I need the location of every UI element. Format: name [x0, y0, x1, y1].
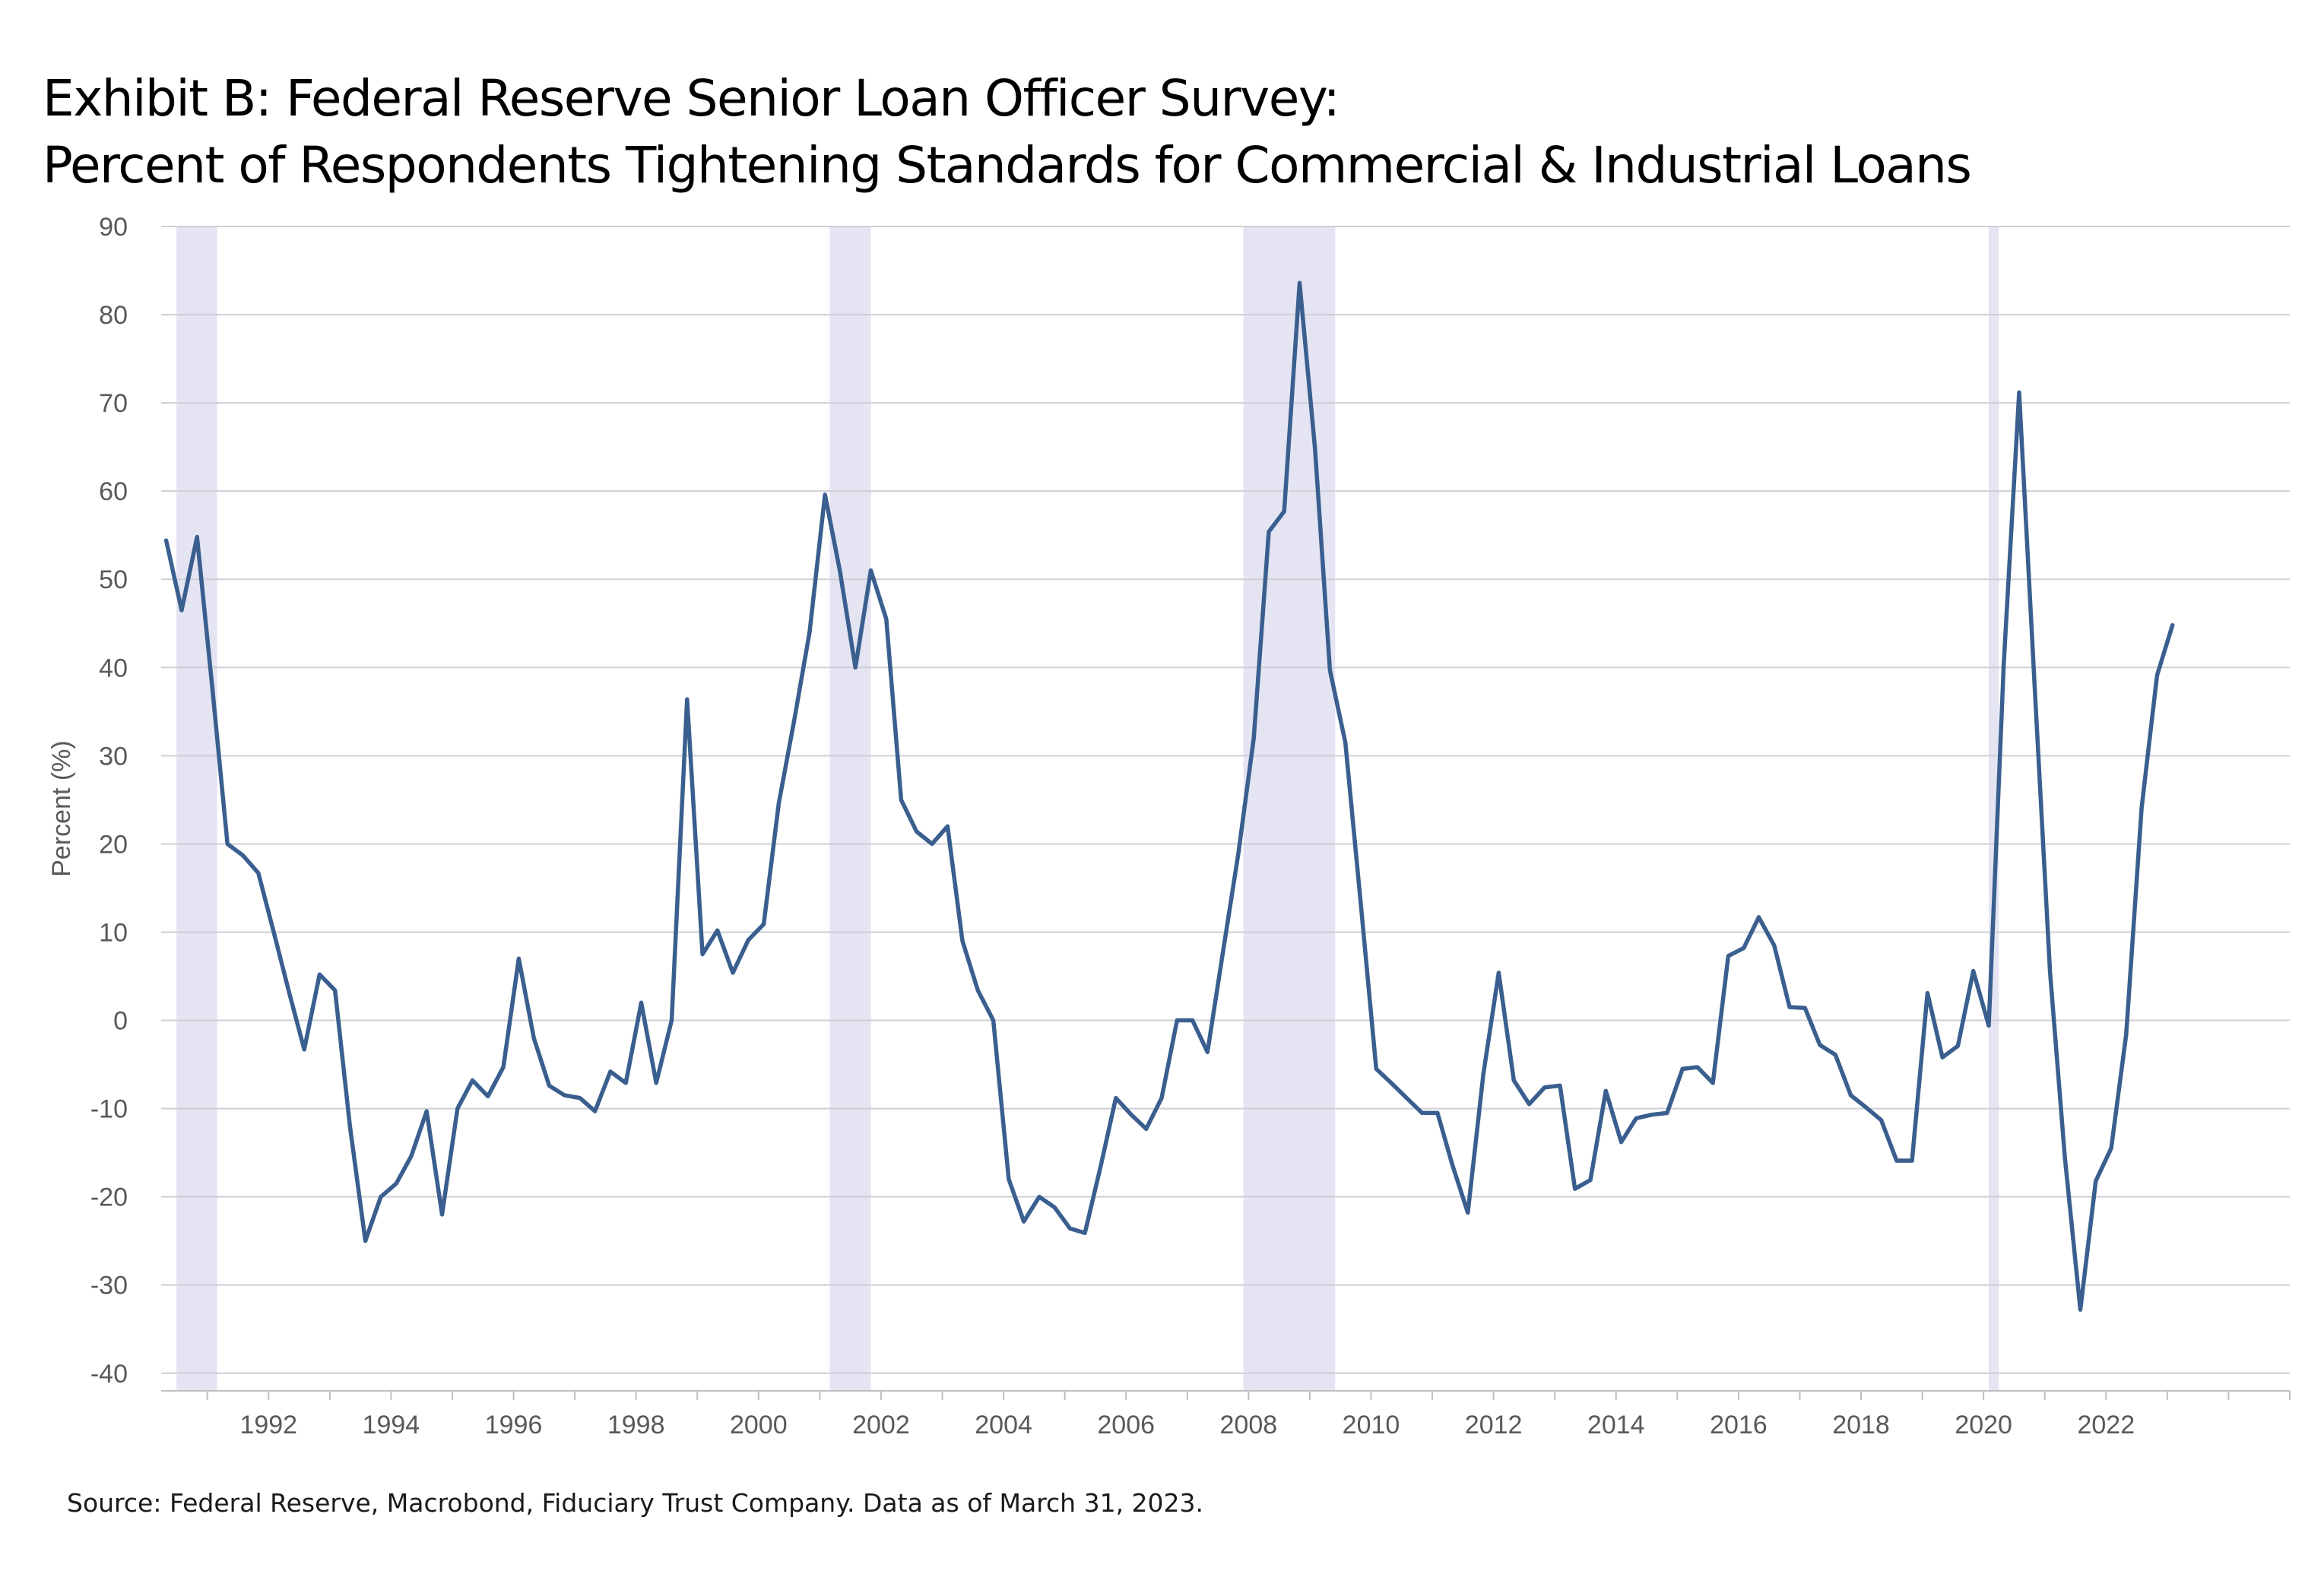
x-tick-label: 2012	[1465, 1411, 1523, 1439]
x-tick-label: 2008	[1220, 1411, 1278, 1439]
x-tick-label: 2020	[1955, 1411, 2012, 1439]
x-tick-label: 2022	[2077, 1411, 2135, 1439]
y-tick-label: -20	[90, 1183, 128, 1212]
chart-title: Exhibit B: Federal Reserve Senior Loan O…	[43, 65, 2293, 199]
recession-band-2	[829, 226, 871, 1391]
x-tick-label: 2010	[1343, 1411, 1400, 1439]
y-tick-label: -40	[90, 1360, 128, 1389]
x-tick-label: 2014	[1587, 1411, 1645, 1439]
y-axis-label: Percent (%)	[47, 740, 76, 877]
x-tick-label: 2002	[852, 1411, 910, 1439]
recession-band-4	[1988, 226, 1999, 1391]
y-tick-label: 30	[99, 742, 128, 771]
y-tick-label: 90	[99, 213, 128, 242]
x-tick-label: 2006	[1097, 1411, 1155, 1439]
y-tick-label: 40	[99, 654, 128, 682]
gridlines	[161, 226, 2290, 1374]
x-tick-label: 2018	[1832, 1411, 1890, 1439]
x-tick-label: 2016	[1710, 1411, 1768, 1439]
y-axis-ticks: 90 80 70 60 50 40 30 20 10 0 -10 -20 -30 -40	[90, 213, 128, 1389]
x-tick-label: 1998	[607, 1411, 665, 1439]
y-tick-label: 60	[99, 477, 128, 506]
x-tick-label: 2000	[730, 1411, 788, 1439]
y-tick-label: -10	[90, 1095, 128, 1124]
x-axis: 1992 1994 1996 1998 2000 2002 2004 2006 2008 2010…	[161, 1390, 2291, 1439]
x-tick-label: 1994	[363, 1411, 420, 1439]
y-tick-label: 10	[99, 918, 128, 947]
y-tick-label: 20	[99, 830, 128, 859]
series-group	[163, 280, 2175, 1312]
x-tick-label: 1996	[485, 1411, 543, 1439]
recession-band-1	[176, 226, 217, 1391]
y-tick-label: 50	[99, 565, 128, 594]
chart-title-line-1: Exhibit B: Federal Reserve Senior Loan O…	[43, 69, 1340, 128]
x-tick-label: 2004	[975, 1411, 1032, 1439]
y-tick-label: 70	[99, 389, 128, 418]
chart-title-line-2: Percent of Respondents Tightening Standa…	[43, 136, 1972, 195]
recession-band-3	[1243, 226, 1336, 1391]
x-tick-label: 1992	[239, 1411, 297, 1439]
y-tick-label: 80	[99, 301, 128, 330]
y-tick-label: 0	[113, 1007, 128, 1036]
series-line-1	[163, 280, 2175, 1312]
source-note: Source: Federal Reserve, Macrobond, Fidu…	[67, 1488, 1204, 1518]
y-tick-label: -30	[90, 1272, 128, 1300]
